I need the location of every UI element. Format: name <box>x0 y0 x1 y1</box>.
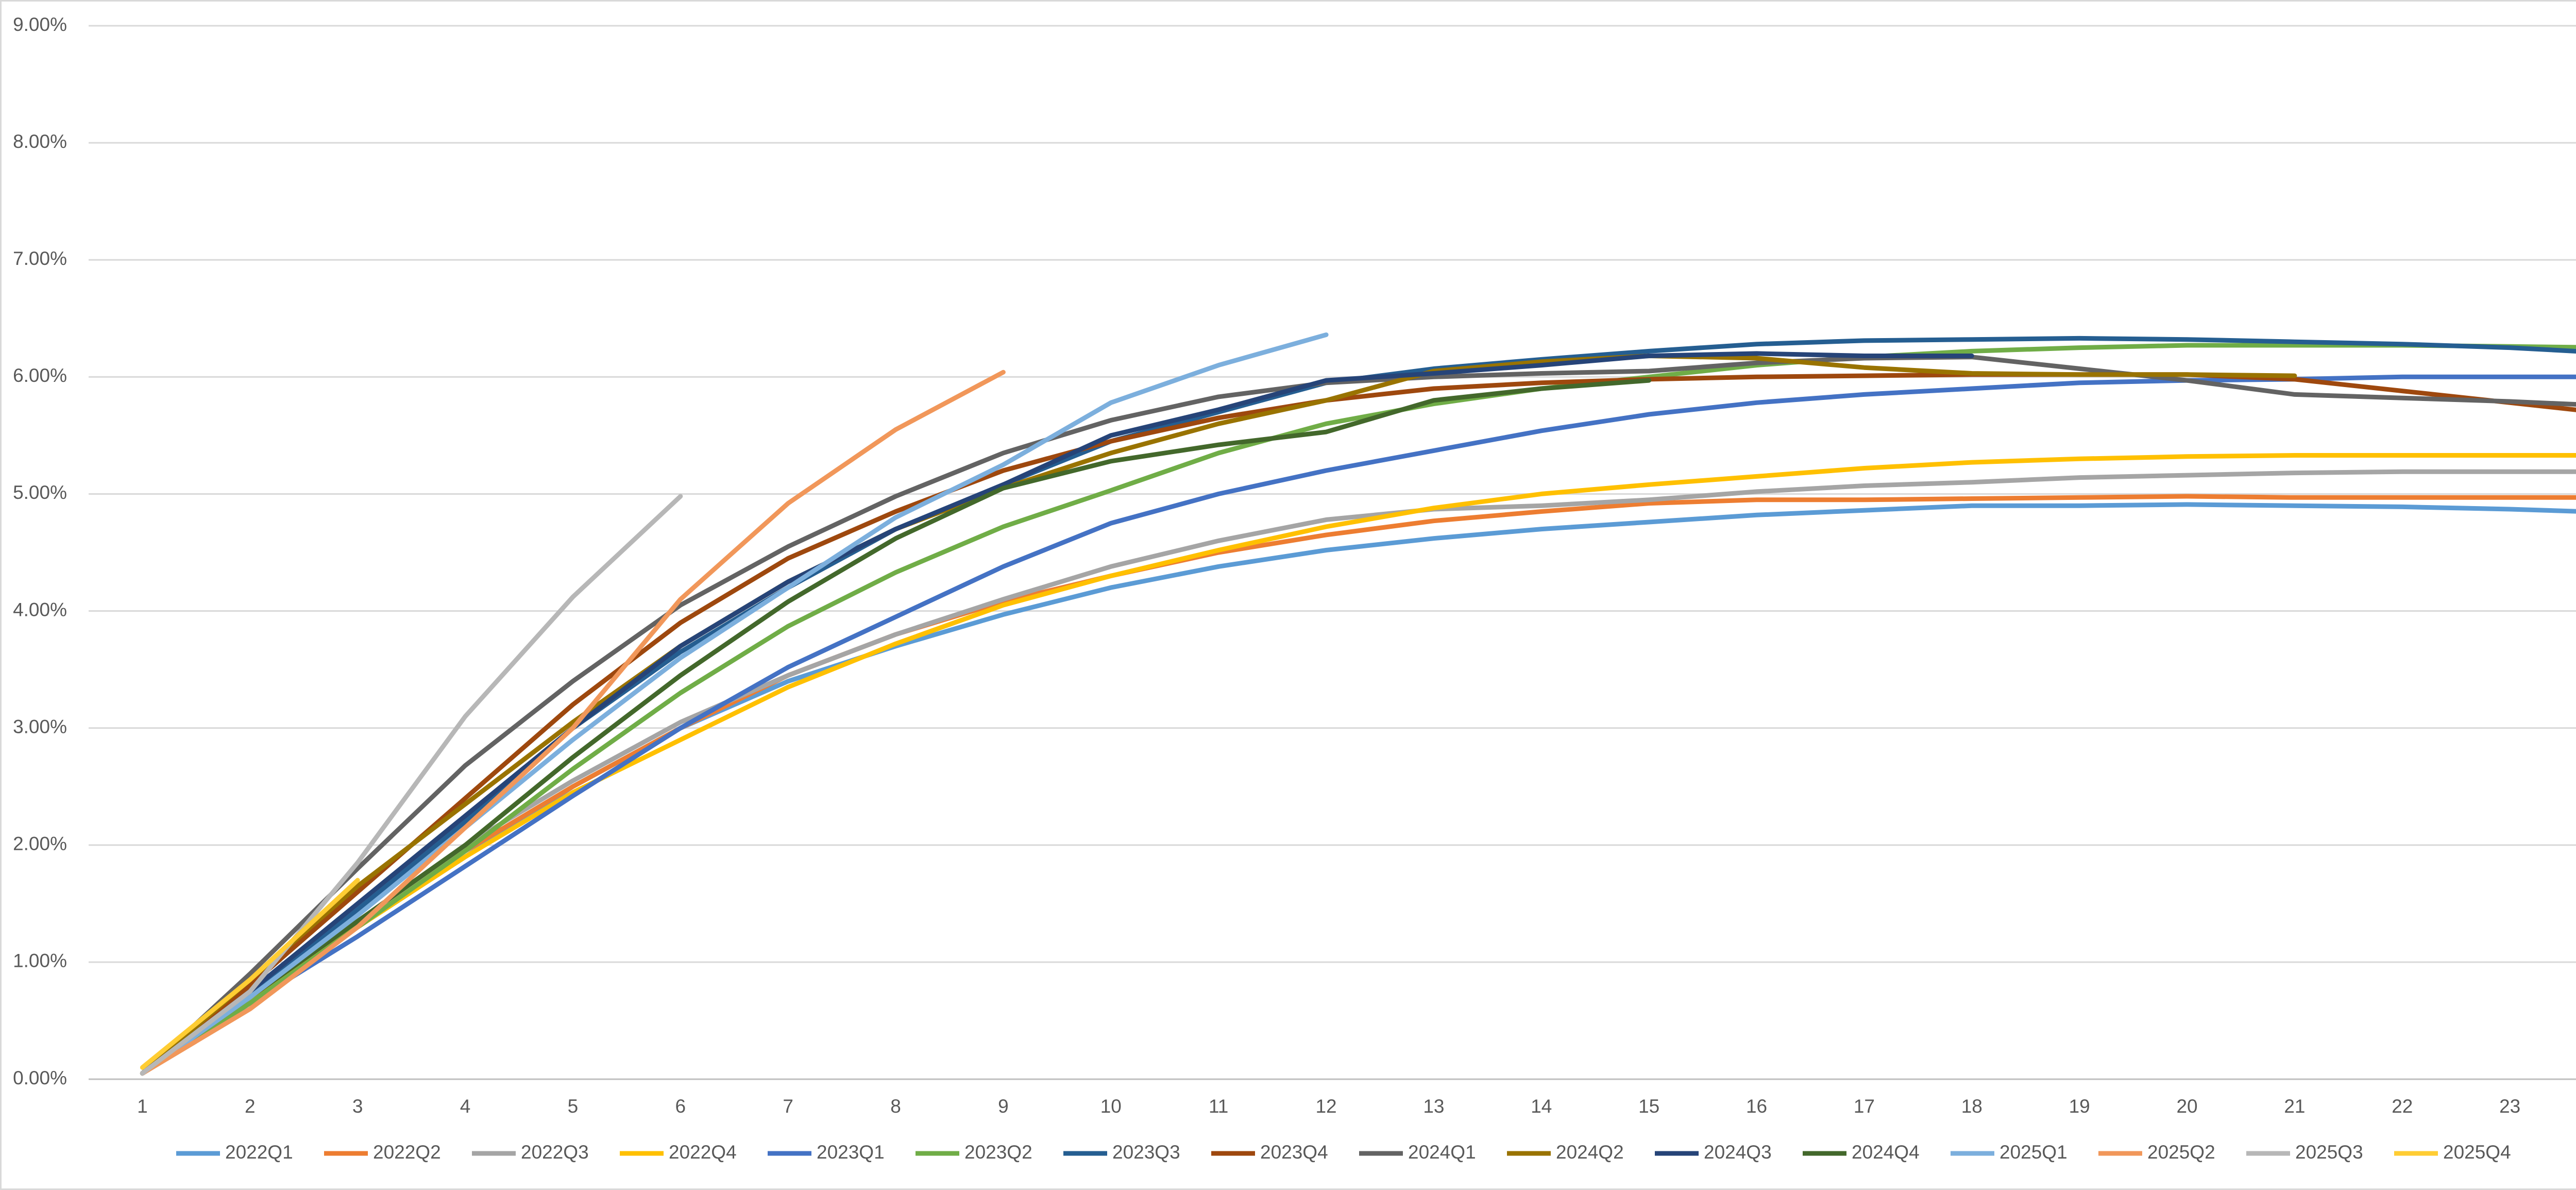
x-tick-label: 16 <box>1746 1096 1767 1117</box>
series-line <box>140 374 2576 1076</box>
x-tick-label: 18 <box>1961 1096 1982 1117</box>
x-tick-label: 8 <box>890 1096 901 1117</box>
legend-label: 2023Q2 <box>964 1142 1032 1163</box>
x-tick-label: 1 <box>137 1096 148 1117</box>
x-tick-label: 17 <box>1854 1096 1875 1117</box>
x-tick-label: 9 <box>998 1096 1009 1117</box>
x-tick-label: 12 <box>1315 1096 1336 1117</box>
legend-label: 2022Q3 <box>521 1142 589 1163</box>
x-tick-label: 20 <box>2176 1096 2197 1117</box>
series-line <box>140 355 2576 1076</box>
legend-label: 2022Q2 <box>373 1142 441 1163</box>
legend-label: 2025Q1 <box>1999 1142 2067 1163</box>
y-tick-label: 7.00% <box>13 248 67 269</box>
y-tick-label: 9.00% <box>13 14 67 35</box>
y-tick-label: 8.00% <box>13 131 67 152</box>
legend-label: 2023Q3 <box>1112 1142 1180 1163</box>
x-tick-label: 23 <box>2499 1096 2520 1117</box>
y-tick-label: 1.00% <box>13 950 67 971</box>
legend-label: 2025Q3 <box>2295 1142 2363 1163</box>
series-line <box>140 494 2576 1076</box>
x-tick-label: 7 <box>783 1096 793 1117</box>
x-tick-label: 13 <box>1423 1096 1444 1117</box>
series-line <box>140 878 360 1070</box>
series-line <box>140 494 683 1076</box>
series-line <box>140 351 1974 1076</box>
series-line <box>140 370 1006 1076</box>
x-tick-label: 15 <box>1638 1096 1659 1117</box>
series-line <box>140 354 2297 1076</box>
x-tick-label: 3 <box>352 1096 363 1117</box>
y-tick-label: 2.00% <box>13 833 67 854</box>
x-tick-label: 5 <box>568 1096 579 1117</box>
legend-label: 2025Q4 <box>2443 1142 2511 1163</box>
series-line <box>140 332 1329 1076</box>
y-tick-label: 5.00% <box>13 482 67 503</box>
x-tick-label: 10 <box>1100 1096 1122 1117</box>
legend-label: 2024Q2 <box>1556 1142 1624 1163</box>
legend-label: 2024Q3 <box>1704 1142 1772 1163</box>
x-tick-label: 2 <box>245 1096 256 1117</box>
legend-label: 2024Q4 <box>1852 1142 1920 1163</box>
x-tick-label: 6 <box>675 1096 686 1117</box>
legend-label: 2025Q2 <box>2147 1142 2215 1163</box>
series-line <box>140 453 2576 1076</box>
x-tick-label: 21 <box>2284 1096 2305 1117</box>
x-tick-label: 11 <box>1209 1096 1228 1117</box>
x-tick-label: 14 <box>1531 1096 1552 1117</box>
x-tick-label: 4 <box>460 1096 471 1117</box>
legend-label: 2022Q4 <box>669 1142 737 1163</box>
x-tick-label: 19 <box>2069 1096 2090 1117</box>
legend-label: 2023Q4 <box>1260 1142 1328 1163</box>
y-tick-label: 3.00% <box>13 716 67 737</box>
y-tick-label: 4.00% <box>13 599 67 620</box>
series-line <box>140 469 2576 1076</box>
x-tick-label: 22 <box>2392 1096 2413 1117</box>
legend-label: 2023Q1 <box>817 1142 885 1163</box>
legend-label: 2022Q1 <box>225 1142 293 1163</box>
legend-label: 2024Q1 <box>1408 1142 1476 1163</box>
y-tick-label: 0.00% <box>13 1067 67 1088</box>
y-tick-label: 6.00% <box>13 365 67 386</box>
